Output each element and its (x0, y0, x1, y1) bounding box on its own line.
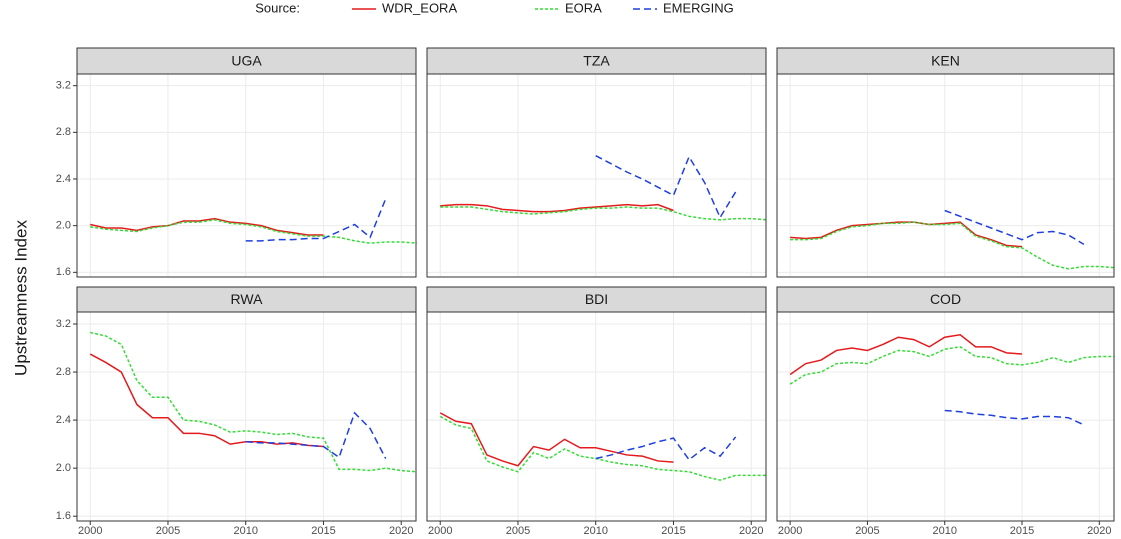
series-line (90, 217, 324, 236)
panel-title: UGA (231, 53, 262, 69)
panel-border (76, 73, 417, 278)
x-tick-label: 2010 (583, 525, 607, 537)
series-line (944, 209, 1085, 245)
series-line (245, 198, 387, 242)
x-tick-label: 2000 (778, 525, 802, 537)
panel-title: RWA (231, 291, 264, 307)
y-tick-label: 2.0 (56, 462, 71, 474)
x-tick-label: 2020 (739, 525, 763, 537)
panel-background (777, 74, 1114, 277)
y-tick-label: 1.6 (56, 266, 71, 278)
series-line (90, 219, 417, 244)
x-tick-label: 2020 (1087, 525, 1111, 537)
y-axis-label: Upstreamness Index (11, 220, 30, 376)
series-line (595, 155, 737, 220)
series-line (245, 411, 387, 459)
panel-background (427, 74, 766, 277)
x-tick-label: 2005 (855, 525, 879, 537)
series-line (790, 221, 1115, 270)
panel-background (777, 312, 1114, 521)
legend-label: EMERGING (663, 0, 734, 15)
series-line (440, 203, 674, 213)
strip (76, 47, 417, 75)
panel-border (426, 73, 767, 278)
y-tick-label: 2.8 (56, 366, 71, 378)
series-line (90, 331, 417, 473)
x-tick-label: 2000 (78, 525, 102, 537)
panel-border (426, 311, 767, 522)
strip (76, 286, 417, 313)
x-tick-label: 2005 (506, 525, 530, 537)
strip (776, 286, 1115, 313)
x-tick-label: 2015 (661, 525, 685, 537)
x-tick-label: 2000 (428, 525, 452, 537)
panel-title: BDI (585, 291, 608, 307)
series-line (789, 334, 1023, 376)
panel-background (427, 312, 766, 521)
series-line (944, 409, 1085, 426)
y-tick-label: 2.4 (56, 173, 71, 185)
series-line (595, 436, 737, 461)
y-tick-label: 2.4 (56, 414, 71, 426)
x-tick-label: 2010 (233, 525, 257, 537)
series-line (439, 412, 674, 467)
legend-label: WDR_EORA (382, 0, 457, 15)
x-tick-label: 2020 (389, 525, 413, 537)
legend-title: Source: (255, 0, 300, 15)
x-tick-label: 2015 (1010, 525, 1034, 537)
panel-title: COD (930, 291, 961, 307)
strip (426, 47, 767, 75)
x-tick-label: 2015 (311, 525, 335, 537)
strip (776, 47, 1115, 75)
panel-background (77, 312, 416, 521)
y-tick-label: 3.2 (56, 80, 71, 92)
panel-title: TZA (583, 53, 610, 69)
y-tick-label: 1.6 (56, 510, 71, 522)
panel-title: KEN (931, 53, 960, 69)
panel-background (77, 74, 416, 277)
panel-border (776, 311, 1115, 522)
series-line (789, 346, 1115, 385)
x-tick-label: 2010 (932, 525, 956, 537)
legend-label: EORA (565, 0, 602, 15)
x-tick-label: 2005 (156, 525, 180, 537)
y-tick-label: 2.8 (56, 126, 71, 138)
series-line (790, 221, 1023, 248)
panel-border (76, 311, 417, 522)
y-tick-label: 3.2 (56, 318, 71, 330)
y-tick-label: 2.0 (56, 220, 71, 232)
panel-border (776, 73, 1115, 278)
series-line (439, 415, 767, 481)
